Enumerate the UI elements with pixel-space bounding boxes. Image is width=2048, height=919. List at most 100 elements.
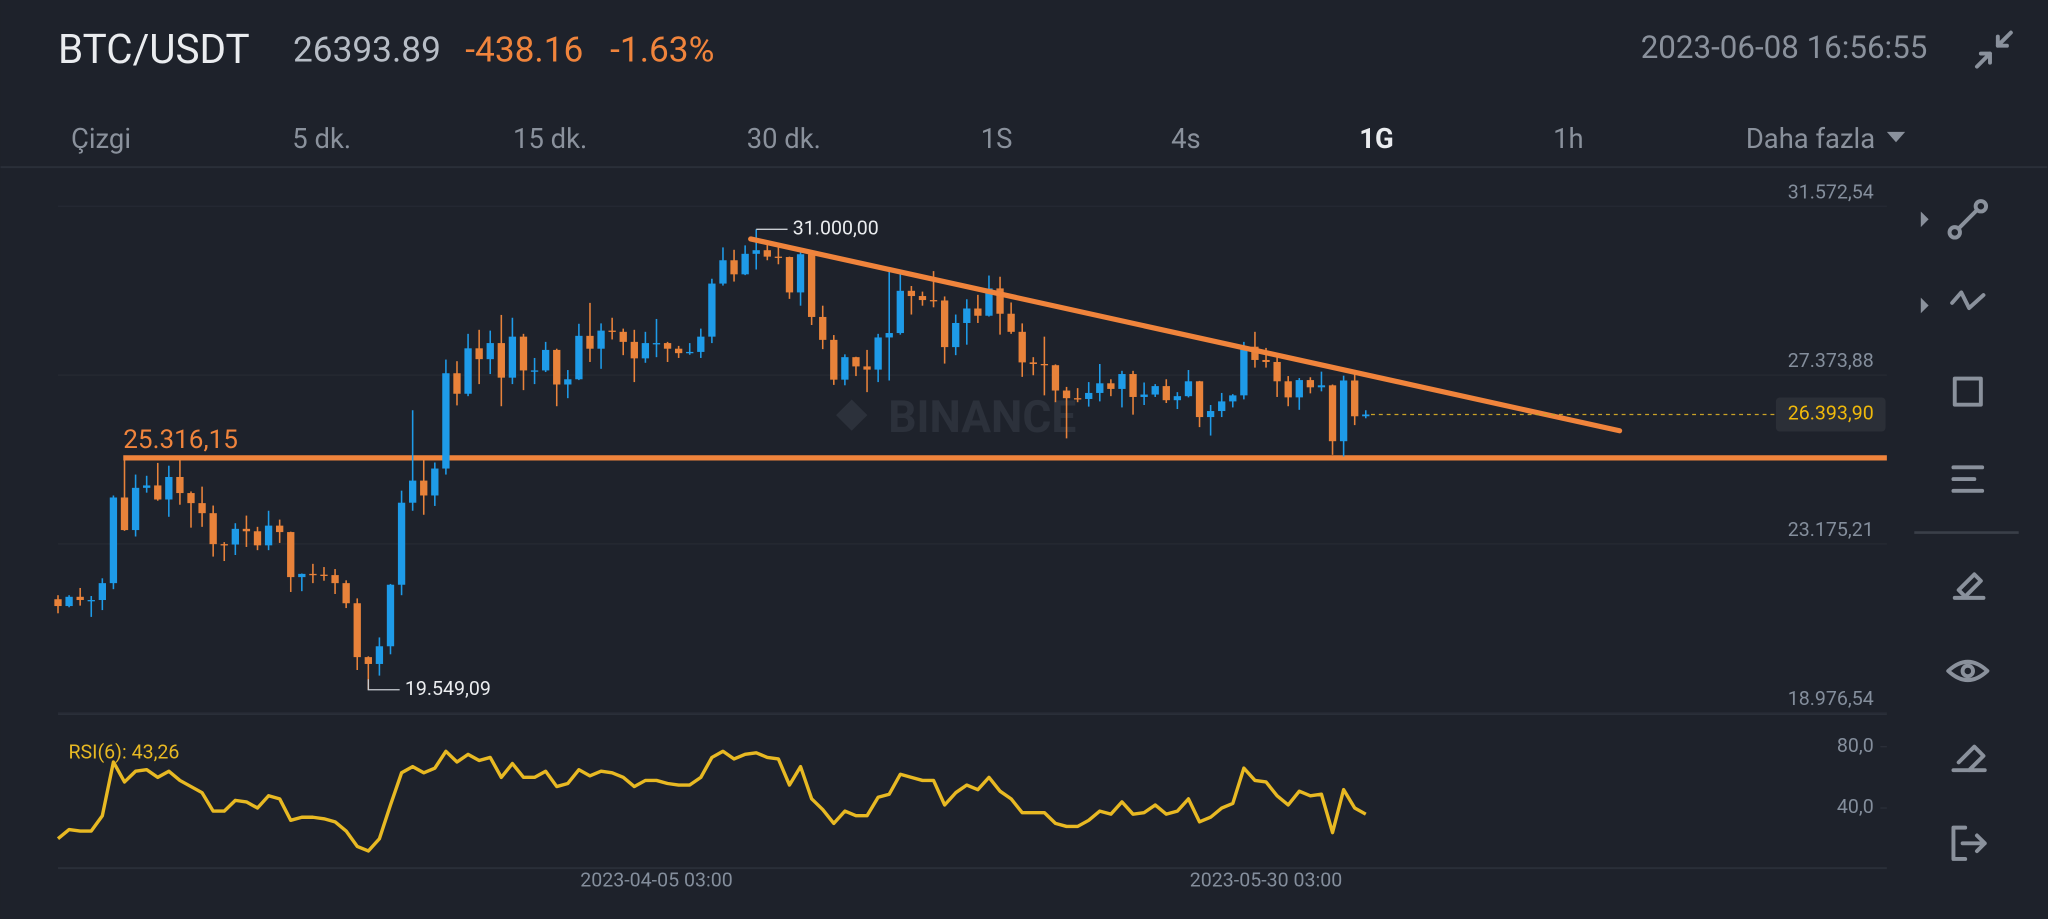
x-tick-label: 2023-05-30 03:00 bbox=[1190, 868, 1342, 891]
candle-body bbox=[918, 296, 927, 301]
candle-body bbox=[874, 337, 882, 370]
candle-body bbox=[1251, 346, 1259, 360]
visibility-icon[interactable] bbox=[1946, 659, 1990, 683]
trend-tool-icon[interactable] bbox=[1950, 290, 1986, 311]
candle-body bbox=[1096, 383, 1104, 393]
candle-body bbox=[952, 322, 960, 348]
candle-body bbox=[1195, 381, 1204, 418]
symbol[interactable]: BTC/USDT bbox=[58, 25, 250, 73]
candle-body bbox=[54, 599, 62, 607]
candle-body bbox=[508, 336, 517, 378]
candle-body bbox=[1051, 365, 1060, 391]
candle-body bbox=[287, 532, 295, 578]
candle-body bbox=[608, 330, 616, 332]
candle-body bbox=[364, 657, 372, 664]
timeframe-tab[interactable]: 1h bbox=[1553, 123, 1584, 155]
candle-body bbox=[785, 257, 794, 293]
y-tick-label: 40,0 bbox=[1837, 795, 1874, 818]
candle-body bbox=[231, 528, 239, 545]
candle-body bbox=[730, 260, 738, 275]
candle-body bbox=[1040, 363, 1049, 366]
candle-body bbox=[1240, 346, 1248, 396]
timeframe-tab[interactable]: 5 dk. bbox=[292, 123, 351, 155]
shape-tool-icon[interactable] bbox=[1952, 376, 1983, 407]
candle-body bbox=[674, 348, 683, 354]
trend-line bbox=[748, 236, 1623, 434]
candle-body bbox=[863, 366, 871, 370]
y-tick-label: 23.175,21 bbox=[1788, 518, 1874, 541]
candle-body bbox=[320, 574, 328, 576]
candle-body bbox=[1173, 396, 1182, 401]
candle-body bbox=[176, 476, 184, 494]
dropdown-arrow bbox=[1886, 131, 1906, 143]
rsi-line bbox=[56, 749, 1367, 853]
candle-body bbox=[985, 288, 993, 316]
candle-body bbox=[198, 503, 206, 514]
max-label: 31.000,00 bbox=[793, 216, 879, 239]
candle-body bbox=[342, 583, 350, 604]
last-price-box bbox=[1775, 397, 1886, 432]
candle-body bbox=[530, 370, 539, 372]
candle-body bbox=[1018, 331, 1026, 363]
candle-body bbox=[907, 290, 916, 297]
candle-body bbox=[65, 596, 73, 607]
brush-icon[interactable] bbox=[1952, 572, 1986, 600]
candle-body bbox=[1085, 392, 1093, 399]
candle-body bbox=[431, 468, 439, 496]
header: BTC/USDT 26393.89 -438.16 -1.63% 2023-06… bbox=[58, 25, 2013, 73]
candle-body bbox=[442, 373, 450, 469]
support-label: 25.316,15 bbox=[123, 425, 238, 455]
candle-body bbox=[974, 308, 982, 316]
candle-body bbox=[741, 253, 749, 275]
candle-body bbox=[242, 528, 251, 532]
candle-body bbox=[276, 525, 284, 533]
candle-body bbox=[896, 290, 904, 334]
timeframe-tab[interactable]: Daha fazla bbox=[1746, 123, 1875, 155]
timeframe-tab[interactable]: 30 dk. bbox=[747, 123, 821, 155]
candle-body bbox=[1007, 313, 1015, 332]
candle-body bbox=[630, 341, 638, 359]
candle-body bbox=[1306, 380, 1315, 388]
candle-body bbox=[386, 584, 395, 647]
eraser-icon[interactable] bbox=[1951, 744, 1987, 773]
candle-body bbox=[553, 349, 561, 385]
candle-body bbox=[264, 525, 273, 546]
expand-arrow[interactable] bbox=[1920, 211, 1929, 314]
candle-body bbox=[1107, 383, 1115, 389]
candle-body bbox=[619, 331, 627, 342]
y-tick-label: 80,0 bbox=[1837, 734, 1874, 757]
candle-body bbox=[819, 316, 827, 340]
candle-body bbox=[1184, 381, 1193, 397]
candle-body bbox=[963, 308, 971, 323]
candle-body bbox=[852, 357, 860, 367]
exit-icon[interactable] bbox=[1951, 825, 1987, 861]
watermark-text: BINANCE bbox=[888, 391, 1076, 443]
timeframe-tab[interactable]: 1S bbox=[981, 123, 1013, 155]
candle-body bbox=[1317, 385, 1326, 388]
indicator-label: RSI(6): 43,26 bbox=[68, 740, 179, 763]
timeframe-tab[interactable]: 15 dk. bbox=[513, 123, 587, 155]
timeframe-tab[interactable]: Çizgi bbox=[71, 123, 131, 155]
candle-body bbox=[697, 336, 705, 352]
watermark: BINANCE bbox=[836, 391, 1076, 443]
candle-body bbox=[187, 493, 195, 504]
timeframe-tab[interactable]: 1G bbox=[1359, 123, 1393, 155]
line-tool-icon[interactable] bbox=[1947, 199, 1989, 240]
collapse-icon[interactable] bbox=[1974, 30, 2013, 69]
fib-tool-icon[interactable] bbox=[1951, 465, 1985, 493]
candle-body bbox=[165, 476, 173, 500]
last-price: 26393.89 bbox=[293, 29, 441, 71]
candle-body bbox=[131, 487, 140, 531]
candle-body bbox=[807, 254, 816, 317]
candle-body bbox=[120, 497, 129, 531]
candle-body bbox=[752, 250, 760, 254]
candle-body bbox=[298, 573, 306, 578]
candle-body bbox=[464, 348, 472, 394]
candle-body bbox=[1206, 411, 1215, 418]
candle-body bbox=[1295, 380, 1303, 398]
candle-body bbox=[519, 336, 528, 371]
timeframe-tab[interactable]: 4s bbox=[1171, 123, 1201, 155]
y-tick-label: 18.976,54 bbox=[1788, 687, 1874, 710]
candle-body bbox=[841, 357, 849, 380]
candle-body bbox=[641, 343, 650, 359]
